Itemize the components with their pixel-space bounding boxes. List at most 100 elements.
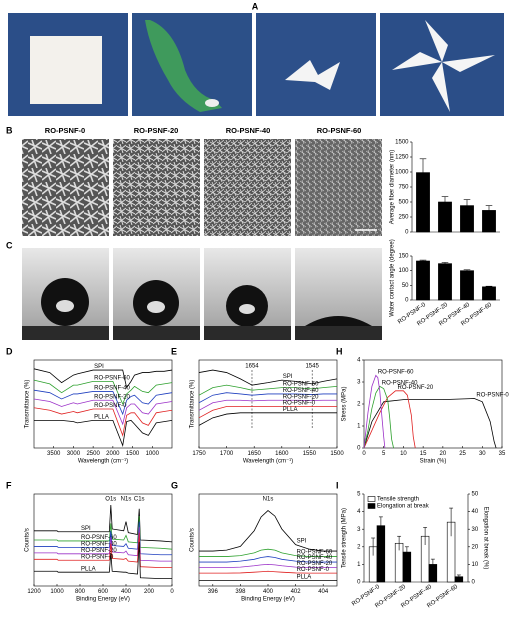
photo [256, 13, 376, 116]
series-label: RO-PSNF-40 [297, 555, 333, 561]
y-tick-label: 3 [357, 380, 361, 386]
sem-fibers [22, 139, 109, 236]
series-line [198, 399, 337, 411]
series-label: RO-PSNF-20 [283, 394, 319, 400]
x-axis-label: Binding Energy (eV) [76, 597, 130, 603]
bar [482, 286, 496, 301]
panel-label: A [252, 1, 259, 11]
y-tick-label: 100 [398, 268, 409, 274]
series-line [199, 548, 337, 557]
legend-swatch [367, 496, 376, 502]
y-tick-label: 4 [357, 509, 361, 515]
x-tick-label: 1500 [126, 451, 140, 457]
x-tick-label: 1600 [275, 451, 289, 457]
series-line [363, 390, 416, 449]
x-tick-label: 1750 [192, 451, 206, 457]
x-tick-label: 1650 [248, 451, 262, 457]
y-tick-label: 50 [402, 283, 409, 289]
x-tick-label: 800 [75, 589, 86, 595]
paper-sheet [30, 36, 102, 104]
substrate [22, 326, 109, 340]
substrate [204, 326, 291, 340]
substrate [295, 326, 382, 340]
y2-tick-label: 30 [472, 527, 479, 533]
series-line [363, 398, 497, 449]
plot-frame [33, 359, 173, 449]
series-line [199, 510, 337, 552]
series-label: PLLA [94, 414, 109, 420]
substrate [113, 326, 200, 340]
series-line [33, 368, 173, 389]
series-label: RO-PSNF-40 [81, 541, 117, 547]
x-tick-label: 1000 [50, 589, 64, 595]
folded-crane [285, 60, 340, 90]
series-label: RO-PSNF-60 [297, 550, 333, 556]
y-axis-label: Average fiber diameter (nm) [390, 150, 396, 225]
x-tick-label: 398 [235, 589, 246, 595]
y-tick-label: 2 [357, 402, 361, 408]
series-label: RO-PSNF-40 [283, 388, 319, 394]
x-tick-label: 2000 [106, 451, 120, 457]
y2-tick-label: 10 [472, 562, 479, 568]
x-tick-label: 35 [499, 451, 506, 457]
x-tick-label: 1000 [146, 451, 160, 457]
y-tick-label: 0 [405, 230, 409, 236]
series-label: RO-PSNF-60 [81, 535, 117, 541]
annotation: C1s [134, 497, 145, 503]
legend-swatch [367, 503, 376, 509]
x-tick-label: 10 [400, 451, 407, 457]
y-tick-label: 4 [357, 358, 361, 364]
x-tick-label: 1550 [303, 451, 317, 457]
series-label: RO-PSNF-20 [297, 561, 333, 567]
photo-row [8, 13, 504, 116]
x-tick-label: 1500 [330, 451, 344, 457]
series-label: SPI [283, 374, 293, 380]
panel-label: D [6, 346, 13, 356]
series-line [33, 379, 173, 406]
series-label: RO-PSNF-60 [94, 375, 130, 381]
series-label: RO-PSNF-20 [94, 394, 130, 400]
series-line [198, 384, 338, 396]
panel-label: C [6, 240, 13, 250]
highlight [56, 300, 74, 312]
x-tick-label: 20 [440, 451, 447, 457]
series-label: PLLA [81, 566, 96, 572]
image-title: RO-PSNF-60 [317, 126, 362, 135]
series-label: PLLA [297, 575, 312, 581]
pinwheel [392, 20, 495, 112]
x-tick-label: 400 [121, 589, 132, 595]
image-title: RO-PSNF-0 [45, 126, 85, 135]
x-tick-label: 396 [208, 589, 219, 595]
series-line [33, 407, 173, 437]
y-axis-label: Counts/s [190, 528, 196, 552]
y-tick-label: 0 [357, 446, 361, 452]
series-label: RO-PSNF-0 [297, 567, 330, 573]
image-title: RO-PSNF-40 [226, 126, 271, 135]
annotation: N1s [263, 497, 274, 503]
y-tick-label: 3 [357, 527, 361, 533]
series-label: RO-PSNF-60 [378, 369, 414, 375]
y-axis-label: Transmittance (%) [25, 380, 31, 429]
legend-label: Tensile strength [377, 497, 419, 503]
series-label: SPI [94, 364, 104, 370]
y-axis-label: Counts/s [25, 528, 31, 552]
droplet-row [22, 248, 382, 340]
series-line [199, 570, 337, 574]
glove [145, 20, 222, 112]
highlight [147, 301, 165, 313]
series-line [198, 412, 337, 426]
x-axis-label: Binding Energy (eV) [241, 597, 295, 603]
annotation: 1654 [245, 364, 259, 370]
x-tick-label: 400 [263, 589, 274, 595]
y-axis-label: Water contact angle (degree) [390, 239, 396, 316]
series-line [363, 374, 386, 449]
annotation: N1s [121, 497, 132, 503]
bar [460, 270, 474, 301]
annotation: O1s [105, 497, 116, 503]
y-tick-label: 1250 [395, 155, 409, 161]
x-tick-label: 5 [382, 451, 386, 457]
series-label: RO-PSNF-60 [283, 382, 319, 388]
series-label: SPI [81, 526, 91, 532]
x-tick-label: 200 [144, 589, 155, 595]
panel-label: I [336, 480, 339, 490]
